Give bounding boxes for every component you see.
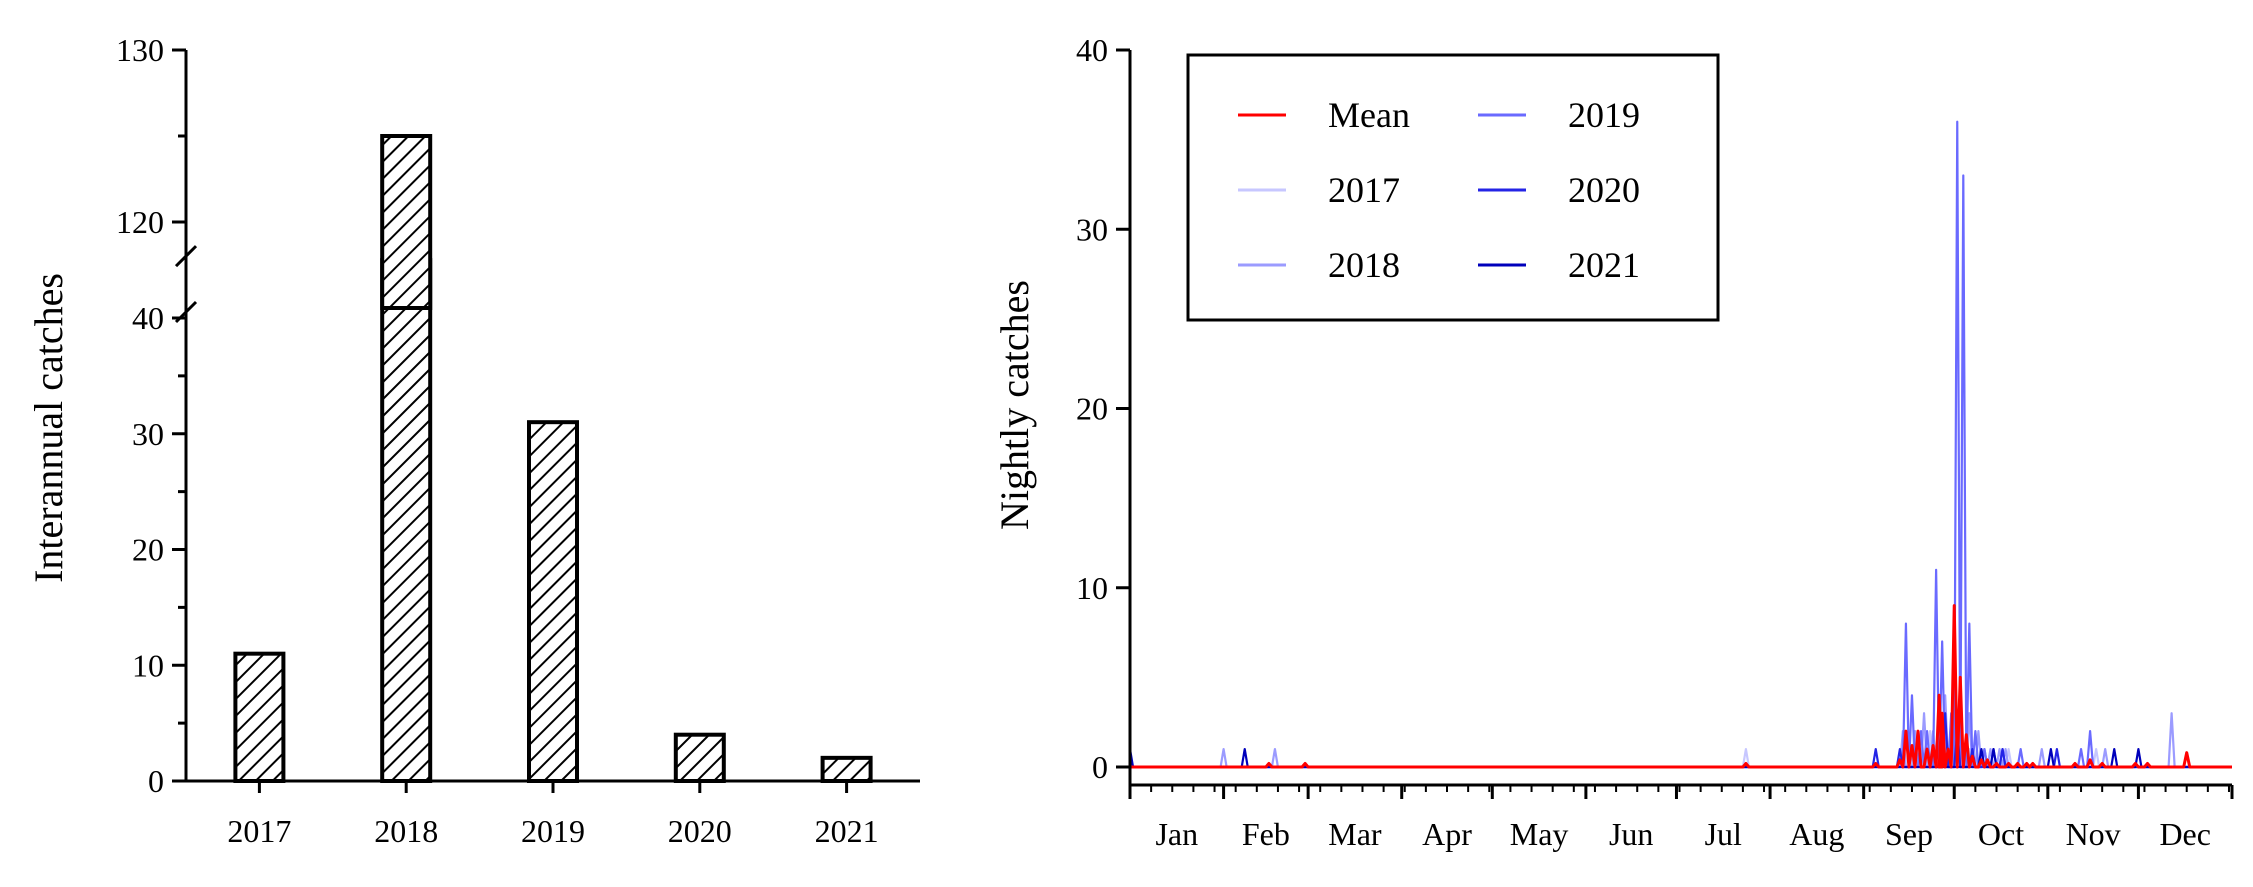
bar-2019 xyxy=(527,420,579,783)
legend: Mean 2017 2018 2019 2020 2021 xyxy=(1186,53,1720,322)
month-label: Oct xyxy=(1978,816,2024,852)
series-line-2021 xyxy=(1128,747,2232,769)
bar-2017 xyxy=(233,651,286,783)
series-line-2020 xyxy=(1130,712,2232,769)
x-tick-label: 2019 xyxy=(521,813,585,849)
month-label: Mar xyxy=(1328,816,1382,852)
month-label: Dec xyxy=(2159,816,2211,852)
y-tick-label: 120 xyxy=(116,204,164,240)
bar-series xyxy=(233,134,873,784)
y-tick-label: 40 xyxy=(132,300,164,336)
y-tick-label: 10 xyxy=(1076,570,1108,606)
axis-break-mark xyxy=(174,245,198,268)
x-tick-label: 2017 xyxy=(227,813,291,849)
y-tick-label: 20 xyxy=(1076,391,1108,427)
x-tick-label: 2020 xyxy=(668,813,732,849)
y-tick-label: 10 xyxy=(132,647,164,683)
bar-y-ticks: 0 10 20 30 40 120 130 xyxy=(116,32,186,799)
y-tick-label: 30 xyxy=(132,416,164,452)
bar-y-axis-title: Interannual catches xyxy=(26,273,71,583)
month-label: Aug xyxy=(1789,816,1844,852)
month-label: Feb xyxy=(1242,816,1290,852)
month-label: Nov xyxy=(2066,816,2121,852)
x-tick-label: 2018 xyxy=(374,813,438,849)
y-tick-label: 130 xyxy=(116,32,164,68)
series-line-2019 xyxy=(1130,120,2232,769)
y-tick-label: 0 xyxy=(1092,749,1108,785)
bar-2018 xyxy=(380,134,433,783)
legend-label: 2018 xyxy=(1328,245,1400,285)
y-tick-label: 40 xyxy=(1076,32,1108,68)
series-line-Mean xyxy=(1130,604,2232,769)
legend-label: Mean xyxy=(1328,95,1410,135)
series-line-2017 xyxy=(1130,730,2232,769)
y-tick-label: 30 xyxy=(1076,211,1108,247)
legend-label: 2019 xyxy=(1568,95,1640,135)
legend-label: 2021 xyxy=(1568,245,1640,285)
legend-label: 2020 xyxy=(1568,170,1640,210)
month-label: May xyxy=(1510,816,1569,852)
legend-box xyxy=(1186,53,1720,322)
month-label: Sep xyxy=(1885,816,1933,852)
month-label: Jun xyxy=(1609,816,1653,852)
y-tick-label: 20 xyxy=(132,532,164,568)
line-y-ticks: 0 10 20 30 40 xyxy=(1076,32,1130,785)
x-tick-label: 2021 xyxy=(815,813,879,849)
bar-lower-segment xyxy=(380,258,433,783)
bar-upper-segment xyxy=(380,134,433,310)
bar-chart-panel: 0 10 20 30 40 120 130 2017 2018 2019 2020 2021 Int… xyxy=(26,32,920,849)
line-y-axis-title: Nightly catches xyxy=(992,280,1037,530)
line-series-group xyxy=(1128,120,2232,769)
line-x-ticks: Jan Feb Mar Apr May Jun Jul Aug Sep Oct Nov Dec xyxy=(1128,785,2234,852)
line-chart-panel: 0 10 20 30 40 Jan Feb Mar Apr May Jun Jul Aug Sep Oct… xyxy=(992,32,2234,852)
month-label: Jul xyxy=(1705,816,1742,852)
series-line-2018 xyxy=(1130,694,2232,769)
month-label: Apr xyxy=(1422,816,1472,852)
bar-2021 xyxy=(820,755,873,783)
bar-x-ticks: 2017 2018 2019 2020 2021 xyxy=(227,781,879,849)
y-tick-label: 0 xyxy=(148,763,164,799)
month-label: Jan xyxy=(1155,816,1198,852)
bar-2020 xyxy=(673,732,726,784)
legend-label: 2017 xyxy=(1328,170,1400,210)
